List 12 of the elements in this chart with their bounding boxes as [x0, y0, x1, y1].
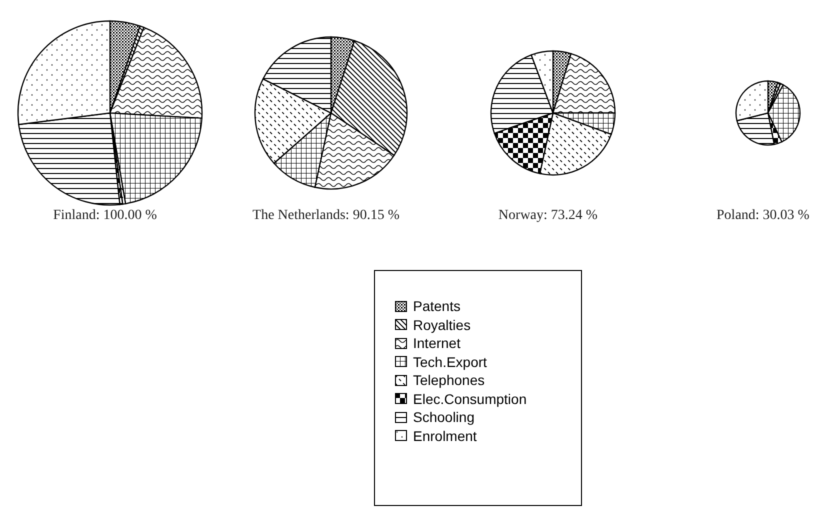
- text: Norway: 73.24 %: [497, 208, 599, 224]
- legend-label: Telephones: [413, 372, 485, 388]
- text: Finland: 100.00 %: [52, 208, 158, 224]
- legend-label: Schooling: [413, 409, 474, 426]
- legend-label: Royalties: [413, 316, 471, 333]
- text: The Netherlands: 90.15 %: [252, 208, 400, 224]
- text: Poland: 30.03 %: [716, 208, 810, 224]
- legend-label: Internet: [413, 335, 460, 352]
- legend-label: Enrolment: [413, 428, 477, 444]
- legend-label: Tech.Export: [413, 354, 487, 370]
- legend-label: Elec.Consumption: [413, 390, 527, 407]
- legend-label: Patents: [413, 298, 460, 314]
